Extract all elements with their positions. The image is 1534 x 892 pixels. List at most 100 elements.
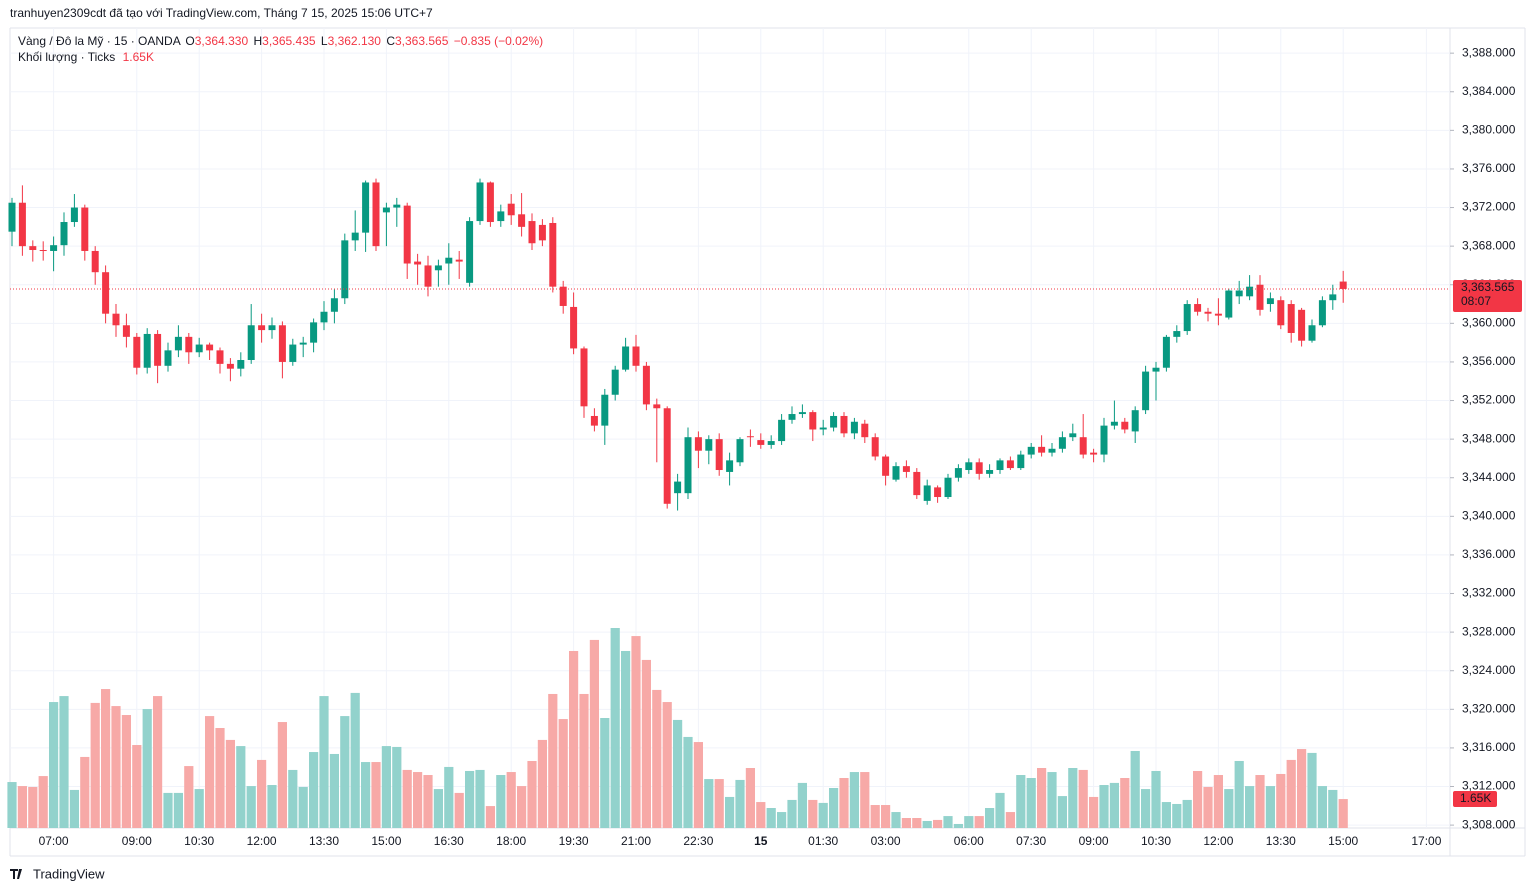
candle-body	[247, 325, 255, 361]
volume-bar	[7, 782, 17, 828]
candle-body	[923, 485, 931, 501]
candle-body	[570, 306, 578, 349]
candle-body	[601, 394, 609, 426]
volume-bar	[1193, 770, 1203, 828]
o-key: O	[185, 34, 194, 48]
candle-body	[1142, 371, 1150, 411]
candle-body	[206, 344, 214, 351]
y-tick-label: 3,332.000	[1462, 586, 1516, 600]
y-tick-label: 3,336.000	[1462, 547, 1516, 561]
x-tick-label: 13:30	[1266, 834, 1296, 848]
candle-body	[185, 336, 193, 353]
x-tick-label: 09:00	[1079, 834, 1109, 848]
x-tick-label: 22:30	[683, 834, 713, 848]
volume-bar	[17, 786, 27, 828]
price-tag	[1453, 279, 1522, 312]
l-key: L	[321, 34, 328, 48]
volume-bar	[340, 716, 350, 828]
candle-body	[91, 250, 99, 273]
volume-bar	[454, 792, 464, 828]
candle-body	[1318, 300, 1326, 326]
volume-bar	[1068, 768, 1078, 828]
x-tick-label: 16:30	[434, 834, 464, 848]
x-tick-label: 12:00	[247, 834, 277, 848]
candle-body	[528, 221, 536, 244]
volume-bar	[735, 779, 745, 828]
candle-body	[1298, 309, 1306, 341]
candle-body	[278, 325, 286, 362]
x-tick-label: 12:00	[1203, 834, 1233, 848]
x-tick-label: 17:00	[1411, 834, 1441, 848]
y-tick-label: 3,312.000	[1462, 779, 1516, 793]
volume-bar	[392, 746, 402, 828]
volume-bar	[610, 628, 620, 828]
volume-bar	[402, 769, 412, 828]
volume-bar	[309, 752, 319, 828]
candle-body	[840, 415, 848, 434]
brand-name: TradingView	[33, 866, 105, 881]
volume-bar	[777, 812, 787, 828]
volume-bar	[881, 805, 891, 828]
volume-bar	[121, 715, 131, 828]
candle-body	[154, 333, 162, 366]
candle-body	[1246, 286, 1254, 297]
candle-body	[1225, 290, 1233, 318]
volume-bar	[548, 693, 558, 828]
candle-body	[944, 477, 952, 498]
volume-bar	[1037, 768, 1047, 828]
volume-bar	[506, 772, 516, 828]
candle-body	[466, 221, 474, 283]
candle-body	[549, 222, 557, 287]
volume-bar	[517, 786, 527, 828]
y-tick-label: 3,372.000	[1462, 200, 1516, 214]
volume-bar	[995, 792, 1005, 828]
volume-bar	[59, 696, 69, 828]
brand-logo	[10, 869, 22, 879]
change: −0.835 (−0.02%)	[454, 34, 543, 48]
volume-bar	[101, 689, 111, 828]
candle-body	[403, 205, 411, 264]
volume-bar	[444, 766, 454, 828]
candle-body	[632, 346, 640, 366]
volume-bar	[257, 759, 267, 828]
candle-body	[341, 240, 349, 299]
candle-body	[850, 421, 858, 434]
volume-bar	[1078, 769, 1088, 828]
y-tick-label: 3,320.000	[1462, 701, 1516, 715]
candle-body	[320, 311, 328, 323]
candle-body	[112, 313, 120, 326]
candle-body	[580, 348, 588, 407]
y-tick-label: 3,380.000	[1462, 123, 1516, 137]
candle-body	[424, 265, 432, 287]
candle-body	[330, 298, 338, 312]
y-tick-label: 3,352.000	[1462, 393, 1516, 407]
volume-bar	[527, 760, 537, 828]
candle-body	[164, 350, 172, 366]
candle-body	[798, 412, 806, 415]
volume-bar	[329, 753, 339, 828]
volume-bar	[631, 636, 641, 828]
header: tranhuyen2309cdt đã tạo với TradingView.…	[10, 6, 433, 20]
volume-bar	[901, 818, 911, 828]
volume-bar	[173, 792, 183, 828]
x-tick-label: 10:30	[1141, 834, 1171, 848]
volume-bar	[194, 789, 204, 828]
volume-name: Khối lượng · Ticks	[18, 50, 115, 64]
candle-body	[757, 440, 765, 445]
volume-bar	[797, 782, 807, 828]
candle-body	[518, 214, 526, 227]
volume-bar	[662, 702, 672, 828]
candle-body	[674, 481, 682, 494]
candle-body	[726, 460, 734, 472]
volume-bar	[693, 742, 703, 828]
candle-body	[174, 336, 182, 351]
volume-bar	[1047, 772, 1057, 828]
candle-body	[18, 202, 26, 247]
volume-bar	[1161, 802, 1171, 828]
volume-bar	[641, 659, 651, 828]
volume-bar	[38, 776, 48, 828]
candle-body	[351, 232, 359, 241]
volume-bar	[1057, 796, 1067, 828]
candle-body	[538, 224, 546, 241]
volume-bar	[1255, 775, 1265, 828]
